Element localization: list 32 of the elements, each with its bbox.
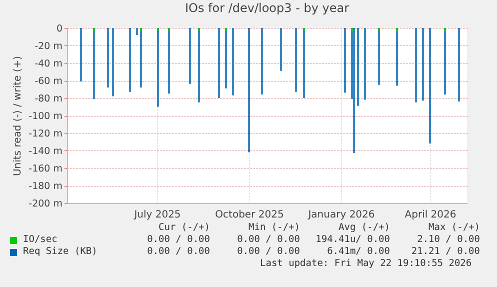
legend-label: Req Size (KB)	[23, 246, 98, 258]
text: 0.00 / 0.00	[146, 234, 210, 246]
text: 0.00 / 0.00	[236, 246, 300, 258]
y-tick-label: -140 m	[28, 146, 62, 157]
legend-label: IO/sec	[23, 234, 58, 246]
y-tick-label: -160 m	[28, 164, 62, 174]
text: Avg (-/+)	[338, 222, 390, 234]
x-tick-label: April 2026	[404, 210, 456, 220]
x-tick-label: July 2025	[133, 210, 181, 220]
y-tick-label: -20 m	[34, 41, 62, 52]
y-tick-label: 0	[56, 24, 62, 34]
y-tick-label: -60 m	[34, 76, 62, 87]
text: 0.00 / 0.00	[146, 246, 210, 258]
text: 2.10 / 0.00	[416, 234, 480, 246]
text: Max (-/+)	[428, 222, 480, 234]
x-tick-label: October 2025	[215, 210, 284, 220]
y-tick-label: -40 m	[34, 58, 62, 70]
y-tick-label: -180 m	[28, 181, 62, 192]
text: 0.00 / 0.00	[236, 234, 300, 246]
y-tick-label: -200 m	[28, 198, 62, 210]
y-tick-label: -120 m	[28, 128, 62, 140]
y-axis-title: Units read (-) / write (+)	[12, 56, 24, 176]
text: Cur (-/+)	[158, 222, 210, 234]
text: 21.21 / 0.00	[410, 246, 480, 258]
text: 194.41u/ 0.00	[314, 234, 390, 246]
chart-title: IOs for /dev/loop3 - by year	[184, 1, 350, 15]
text: Last update: Fri May 22 19:10:55 2026	[260, 258, 472, 270]
y-tick-label: -80 m	[34, 94, 62, 104]
text: 6.41m/ 0.00	[326, 246, 390, 258]
x-tick-label: January 2026	[307, 210, 375, 220]
text: Min (-/+)	[248, 222, 300, 234]
y-tick-label: -100 m	[28, 111, 62, 122]
